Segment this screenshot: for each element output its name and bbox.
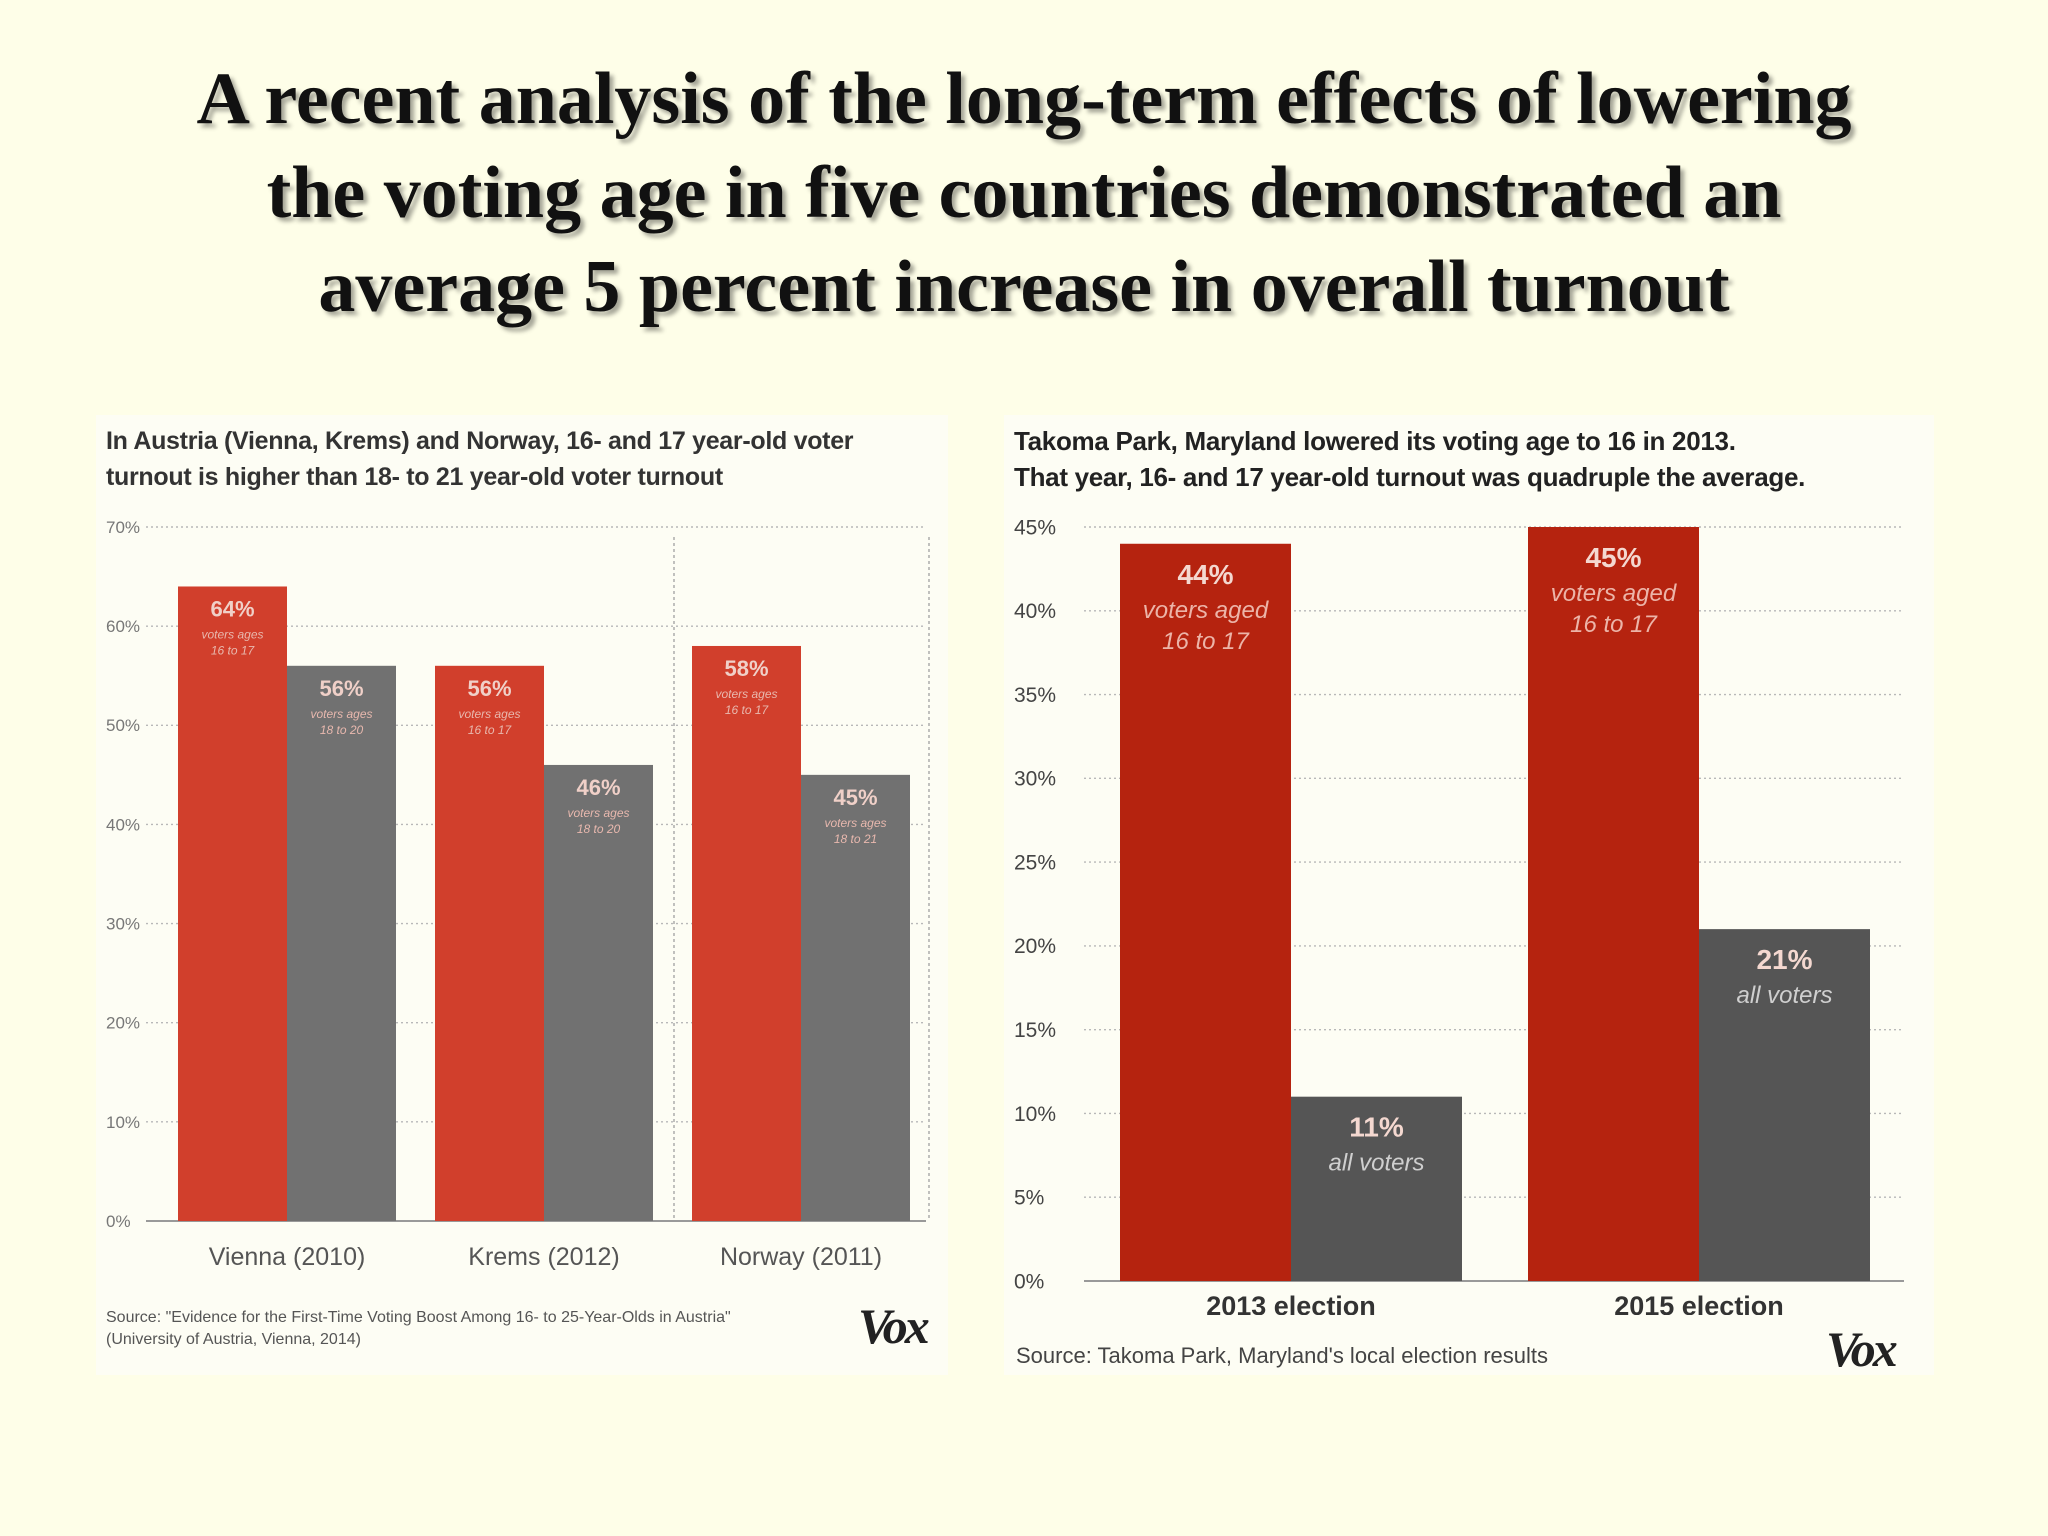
austria-norway-chart-panel: In Austria (Vienna, Krems) and Norway, 1… (96, 415, 948, 1375)
bar-sub-label: 16 to 17 (1570, 611, 1658, 638)
y-tick-label: 70% (106, 518, 140, 537)
bar-value-label: 44% (1177, 559, 1233, 590)
y-tick-label: 5% (1014, 1187, 1044, 1210)
bar-gray-krems-2012 (544, 764, 653, 1221)
bar-sub-label: voters ages (310, 707, 372, 721)
takoma-park-chart-title: Takoma Park, Maryland lowered its voting… (1014, 423, 1805, 495)
bar-value-label: 56% (319, 676, 363, 701)
bar-sub-label: 18 to 20 (577, 822, 621, 836)
bar-sub-label: 16 to 17 (211, 643, 256, 657)
bar-gray-2013-election (1291, 1096, 1462, 1281)
category-label-vienna-2010: Vienna (2010) (209, 1243, 366, 1271)
bar-sub-label: voters ages (824, 816, 886, 830)
bar-red-2015-election (1528, 527, 1699, 1281)
chart-title-line-2: turnout is higher than 18- to 21 year-ol… (106, 463, 723, 491)
y-tick-label: 0% (1014, 1270, 1044, 1293)
source-line-1: Source: Takoma Park, Maryland's local el… (1016, 1343, 1549, 1368)
takoma-park-chart-panel: Takoma Park, Maryland lowered its voting… (1004, 415, 1934, 1377)
y-tick-label: 10% (106, 1113, 140, 1132)
bar-red-2013-election (1120, 543, 1291, 1281)
source-line-2: (University of Austria, Vienna, 2014) (106, 1331, 361, 1348)
y-tick-label: 40% (106, 815, 140, 834)
category-label-krems-2012: Krems (2012) (468, 1243, 619, 1271)
bar-sub-label: 18 to 20 (320, 723, 364, 737)
bar-value-label: 45% (833, 785, 877, 810)
category-label-norway-2011: Norway (2011) (720, 1243, 882, 1271)
vox-logo: Vox (858, 1298, 930, 1354)
source-line-1: Source: "Evidence for the First-Time Vot… (106, 1309, 731, 1326)
bar-red-vienna-2010 (178, 586, 287, 1221)
bar-sub-label: all voters (1736, 982, 1832, 1009)
y-tick-label: 50% (106, 716, 140, 735)
bar-sub-label: voters ages (201, 627, 263, 641)
austria-norway-chart-title: In Austria (Vienna, Krems) and Norway, 1… (106, 423, 854, 495)
bar-value-label: 45% (1585, 542, 1641, 573)
bar-sub-label: all voters (1328, 1150, 1424, 1177)
bar-sub-label: voters aged (1143, 597, 1269, 624)
bar-value-label: 11% (1349, 1112, 1404, 1143)
y-tick-label: 10% (1014, 1103, 1056, 1126)
y-tick-label: 0% (106, 1212, 131, 1231)
slide-title: A recent analysis of the long-term effec… (0, 52, 2048, 334)
chart-title-line-2: That year, 16- and 17 year-old turnout w… (1014, 462, 1806, 492)
bar-sub-label: 18 to 21 (834, 832, 877, 846)
chart-title-line-1: In Austria (Vienna, Krems) and Norway, 1… (106, 427, 854, 455)
vox-logo: Vox (1826, 1321, 1898, 1377)
bar-sub-label: 16 to 17 (1162, 628, 1250, 655)
y-tick-label: 60% (106, 617, 140, 636)
y-tick-label: 20% (1014, 935, 1056, 958)
bar-red-krems-2012 (435, 665, 544, 1221)
slide-title-line-2: the voting age in five countries demonst… (266, 152, 1782, 234)
category-label-2013-election: 2013 election (1206, 1291, 1376, 1315)
bar-value-label: 64% (210, 596, 254, 621)
y-tick-label: 45% (1014, 516, 1056, 539)
takoma-park-source: Source: Takoma Park, Maryland's local el… (1016, 1345, 1548, 1367)
bar-sub-label: voters ages (567, 806, 629, 820)
bar-value-label: 46% (576, 775, 620, 800)
y-tick-label: 25% (1014, 851, 1056, 874)
y-tick-label: 30% (106, 915, 140, 934)
y-tick-label: 20% (106, 1014, 140, 1033)
austria-norway-source: Source: "Evidence for the First-Time Vot… (106, 1307, 731, 1351)
y-tick-label: 40% (1014, 600, 1056, 623)
bar-red-norway-2011 (692, 645, 801, 1221)
category-label-2015-election: 2015 election (1614, 1291, 1784, 1315)
bar-value-label: 21% (1756, 944, 1812, 975)
bar-sub-label: voters ages (715, 687, 777, 701)
austria-norway-bar-chart: 0% 10% 20% 30% 40% 50% 60% 70% 64% voters ages 16 … (106, 518, 930, 1271)
bar-sub-label: voters ages (458, 707, 520, 721)
chart-title-line-1: Takoma Park, Maryland lowered its voting… (1014, 426, 1736, 456)
takoma-park-bar-chart: 0% 5% 10% 15% 20% 25% 30% 35% 40% 45% 44% voters ag… (1014, 516, 1904, 1315)
bar-gray-norway-2011 (801, 774, 910, 1221)
bar-sub-label: voters aged (1551, 580, 1677, 607)
bar-sub-label: 16 to 17 (468, 723, 513, 737)
y-tick-label: 35% (1014, 684, 1056, 707)
y-tick-label: 30% (1014, 768, 1056, 791)
bar-gray-vienna-2010 (287, 665, 396, 1221)
slide-title-line-1: A recent analysis of the long-term effec… (196, 58, 1852, 140)
bar-gray-2015-election (1699, 929, 1870, 1281)
y-tick-label: 15% (1014, 1019, 1056, 1042)
slide-title-line-3: average 5 percent increase in overall tu… (318, 246, 1730, 328)
bar-value-label: 56% (467, 676, 511, 701)
bar-value-label: 58% (724, 656, 768, 681)
bar-sub-label: 16 to 17 (725, 703, 770, 717)
